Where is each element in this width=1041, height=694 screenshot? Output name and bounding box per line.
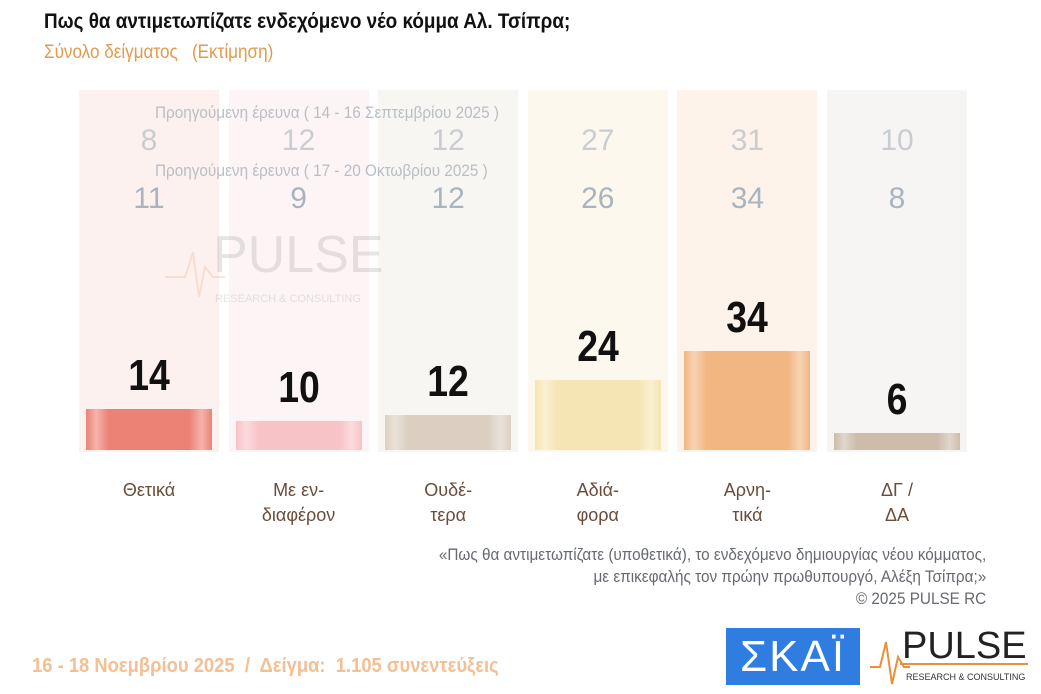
category-label: Ουδέ- τερα <box>424 480 473 525</box>
bar-value-label: 34 <box>726 293 769 343</box>
footer-sample-info: 16 - 18 Νοεμβρίου 2025 / Δείγμα: 1.105 σ… <box>32 655 499 677</box>
bar <box>534 380 661 450</box>
previous-value-oct: 9 <box>290 182 307 215</box>
previous-value-sep: 31 <box>730 124 765 157</box>
bar-value-label: 14 <box>128 351 170 401</box>
previous-value-sep: 10 <box>880 124 914 157</box>
previous-survey-label-2: Προηγούμενη έρευνα ( 17 - 20 Οκτωβρίου 2… <box>155 161 488 180</box>
previous-value-sep: 8 <box>140 124 158 157</box>
bar <box>385 415 512 450</box>
previous-value-oct: 26 <box>581 182 615 215</box>
category-label: Αρνη- τικά <box>723 480 772 525</box>
category-label: ΔΓ / ΔΑ <box>881 480 913 525</box>
svg-text:PULSE: PULSE <box>213 226 384 284</box>
chart-title: Πως θα αντιμετωπίζατε ενδεχόμενο νέο κόμ… <box>44 10 571 33</box>
column-background <box>79 90 219 452</box>
note-line: με επικεφαλής τον πρώην πρωθυπουργό, Αλέ… <box>593 567 986 586</box>
column-background <box>378 90 519 452</box>
previous-value-sep: 12 <box>281 124 316 157</box>
bar <box>834 432 960 450</box>
category-label: Με εν- διαφέρον <box>261 480 336 525</box>
bar-value-label: 6 <box>886 374 908 424</box>
previous-survey-label-1: Προηγούμενη έρευνα ( 14 - 16 Σεπτεμβρίου… <box>155 103 499 122</box>
svg-text:RESEARCH & CONSULTING: RESEARCH & CONSULTING <box>215 293 361 305</box>
category-label: Θετικά <box>122 480 176 500</box>
bar <box>684 351 811 450</box>
note-line: «Πως θα αντιμετωπίζατε (υποθετικά), το ε… <box>438 545 986 564</box>
category-label: Αδιά- φορα <box>576 480 620 525</box>
previous-value-oct: 8 <box>888 182 906 215</box>
pulse-logo-text: PULSE <box>902 625 1027 667</box>
chart-subtitle: Σύνολο δείγματος (Εκτίμηση) <box>44 42 274 63</box>
bar-value-label: 12 <box>427 357 469 407</box>
pulse-logo: PULSE RESEARCH & CONSULTING <box>870 622 1030 688</box>
previous-value-sep: 12 <box>431 124 465 157</box>
copyright: © 2025 PULSE RC <box>855 589 986 608</box>
previous-value-sep: 27 <box>581 124 615 157</box>
previous-value-oct: 12 <box>431 182 465 215</box>
question-note: «Πως θα αντιμετωπίζατε (υποθετικά), το ε… <box>439 544 986 610</box>
previous-value-oct: 34 <box>730 182 765 215</box>
bar <box>235 421 362 450</box>
column-background <box>228 90 369 452</box>
bar-value-label: 24 <box>576 322 619 372</box>
pulse-watermark: PULSE RESEARCH & CONSULTING <box>165 222 405 317</box>
bar <box>86 409 212 450</box>
bar-value-label: 10 <box>277 363 320 412</box>
pulse-logo-subtext: RESEARCH & CONSULTING <box>906 672 1025 682</box>
previous-value-oct: 11 <box>133 182 165 215</box>
column-background <box>827 90 967 452</box>
skai-logo: ΣΚΑΪ <box>726 628 860 685</box>
